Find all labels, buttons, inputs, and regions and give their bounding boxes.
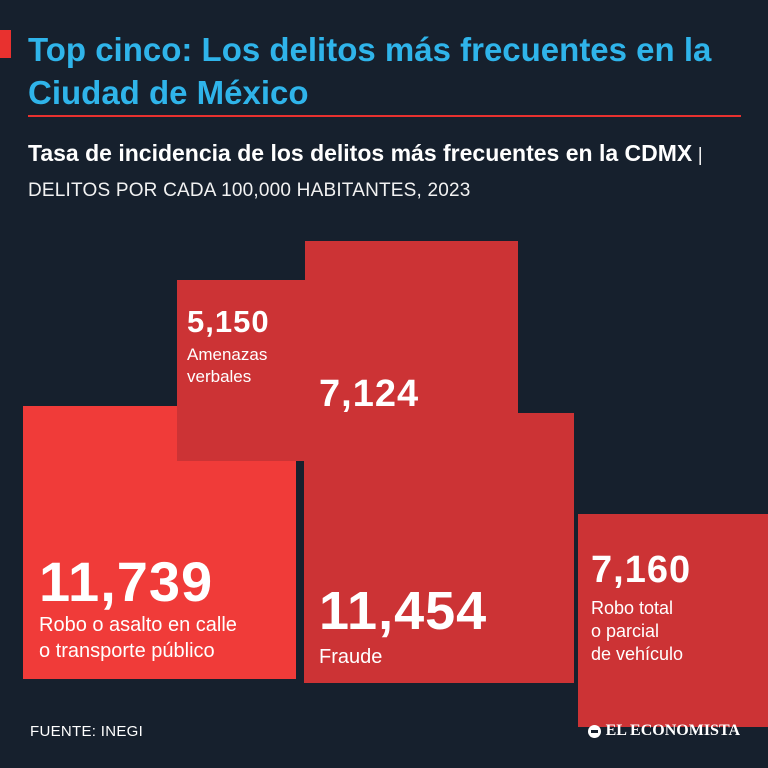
square-group: 11,454 Fraude: [304, 413, 574, 683]
square-category-label: o parcial: [591, 621, 659, 641]
title-accent-bar: [0, 30, 11, 58]
brand-icon: [587, 724, 601, 738]
source-note: FUENTE: INEGI: [30, 723, 144, 740]
square-value-label: 7,124: [319, 373, 419, 415]
brand-logo: EL ECONOMISTA: [587, 722, 740, 740]
chart-subtitle: Tasa de incidencia de los delitos más fr…: [28, 137, 748, 207]
square-category-label: Amenazas: [187, 345, 267, 364]
subtitle-separator: |: [692, 145, 703, 166]
square-group: 7,160 Robo total o parcial de vehículo: [578, 514, 768, 727]
square-value-label: 5,150: [187, 304, 270, 339]
square-category-label: Robo total: [591, 598, 673, 618]
subtitle-unit: DELITOS POR CADA 100,000 HABITANTES, 202…: [28, 180, 471, 201]
crime-square: [578, 514, 768, 727]
subtitle-bold: Tasa de incidencia de los delitos más fr…: [28, 140, 693, 166]
square-category-label: Robo o asalto en calle: [39, 614, 237, 636]
square-value-label: 11,739: [39, 550, 213, 613]
square-value-label: 11,454: [319, 581, 487, 641]
title-divider: [28, 115, 741, 117]
square-value-label: 7,160: [591, 549, 691, 591]
brand-name: EL ECONOMISTA: [605, 722, 740, 739]
square-category-label: verbales: [187, 367, 251, 386]
chart-title: Top cinco: Los delitos más frecuentes en…: [28, 31, 712, 111]
square-category-label: o transporte público: [39, 640, 215, 662]
crime-square: [304, 413, 574, 683]
square-category-label: de vehículo: [591, 644, 683, 664]
square-category-label: Fraude: [319, 646, 382, 668]
